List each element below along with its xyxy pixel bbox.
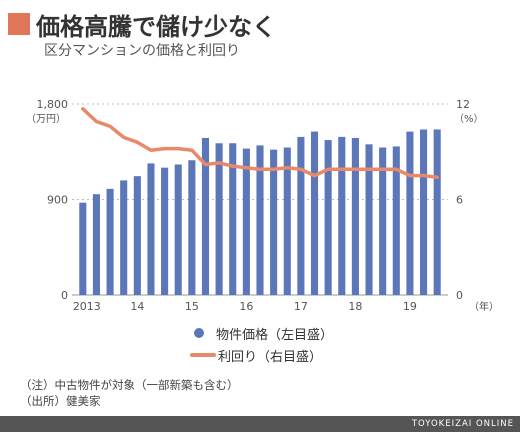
note-source: （出所）健美家 [20,394,101,408]
bar [229,143,237,295]
bar [420,129,428,295]
bar [297,136,305,295]
x-tick-label: 16 [239,300,253,313]
bar [406,131,414,295]
bar [188,160,196,295]
bar [351,137,359,295]
title-row: 価格高騰で儲け少なく [8,8,276,41]
right-axis-tick-label: 6 [456,194,463,207]
bar [79,202,87,295]
right-axis-tick-label: 12 [456,98,470,111]
bar [283,147,291,295]
bar [256,145,264,295]
left-axis-tick-label: 0 [61,289,68,302]
page-title: 価格高騰で儲け少なく [36,12,276,41]
bar [379,147,387,295]
right-axis-unit: （%） [454,113,484,125]
bar [174,164,182,295]
left-axis-tick-label: 900 [47,194,68,207]
x-axis-unit: （年） [469,300,499,313]
bar [133,176,141,295]
chart-subtitle: 区分マンションの価格と利回り [44,43,240,59]
bar [338,136,346,295]
bar [392,146,400,295]
x-tick-label: 18 [348,300,362,313]
x-tick-label: 14 [130,300,144,313]
x-tick-label: 15 [185,300,199,313]
x-tick-label: 19 [403,300,417,313]
left-axis-tick-label: 1,800 [37,98,69,111]
notes: （注）中古物件が対象（一部新築も含む） （出所）健美家 [20,377,239,409]
legend-line-swatch [190,353,216,357]
legend-bar-swatch [194,328,204,338]
title-accent-square [8,13,30,35]
bar [433,129,441,295]
bar [270,149,278,295]
bar [242,148,250,295]
yield-line [81,107,439,179]
legend-yield-label: 利回り（右目盛） [218,349,323,365]
x-tick-label: 2013 [73,300,101,313]
bar [147,163,155,295]
x-tick-label: 17 [294,300,308,313]
bar [161,167,169,295]
bar [365,144,373,295]
bar [106,188,114,295]
footer-bar: TOYOKEIZAI ONLINE [0,416,520,432]
bar [324,140,332,295]
legend-item-price: 物件価格（左目盛） [190,322,333,344]
footer-brand: TOYOKEIZAI ONLINE [411,419,514,429]
bar [92,194,100,295]
bar [310,131,319,295]
legend-price-label: 物件価格（左目盛） [216,327,334,343]
legend: 物件価格（左目盛） 利回り（右目盛） [190,322,333,366]
bar [201,137,210,295]
legend-item-yield: 利回り（右目盛） [190,344,333,366]
left-axis-unit: （万円） [26,113,66,125]
bar [120,180,128,295]
right-axis-tick-label: 0 [456,289,463,302]
note-scope: （注）中古物件が対象（一部新築も含む） [20,378,239,392]
bar [215,143,223,295]
